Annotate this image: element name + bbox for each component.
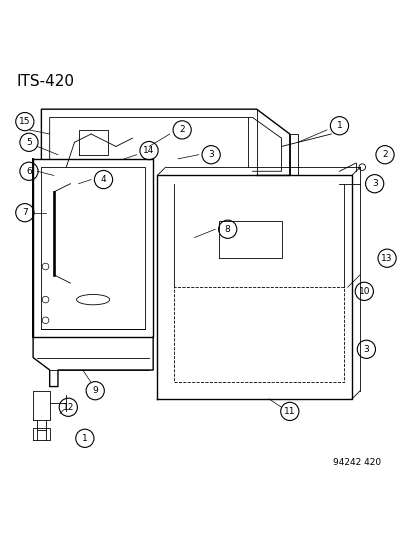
Text: 7: 7 bbox=[22, 208, 28, 217]
Text: 13: 13 bbox=[380, 254, 392, 263]
Text: 14: 14 bbox=[143, 146, 154, 155]
Text: 3: 3 bbox=[371, 179, 377, 188]
Text: 9: 9 bbox=[92, 386, 98, 395]
Text: 11: 11 bbox=[283, 407, 295, 416]
Text: 12: 12 bbox=[62, 403, 74, 412]
Text: 2: 2 bbox=[381, 150, 387, 159]
Text: 8: 8 bbox=[224, 225, 230, 234]
Text: 15: 15 bbox=[19, 117, 31, 126]
Text: 2: 2 bbox=[179, 125, 185, 134]
Text: 4: 4 bbox=[100, 175, 106, 184]
Text: 10: 10 bbox=[358, 287, 369, 296]
Text: 1: 1 bbox=[82, 434, 88, 443]
Text: 3: 3 bbox=[208, 150, 214, 159]
Text: ITS-420: ITS-420 bbox=[17, 74, 74, 89]
Text: 3: 3 bbox=[363, 345, 368, 354]
Text: 6: 6 bbox=[26, 167, 32, 176]
Text: 5: 5 bbox=[26, 138, 32, 147]
Text: 1: 1 bbox=[336, 121, 342, 130]
Text: 94242 420: 94242 420 bbox=[332, 458, 380, 467]
